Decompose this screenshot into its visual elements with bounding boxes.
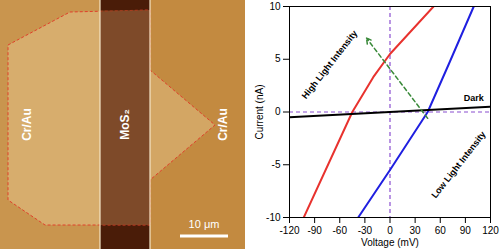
svg-text:30: 30 — [410, 225, 422, 236]
svg-text:High Light Intensity: High Light Intensity — [300, 28, 360, 100]
svg-text:-10: -10 — [266, 212, 281, 223]
svg-text:Current (nA): Current (nA) — [254, 84, 265, 139]
svg-text:-30: -30 — [358, 225, 373, 236]
svg-text:-90: -90 — [307, 225, 322, 236]
svg-text:0: 0 — [275, 106, 281, 117]
svg-text:MoS₂: MoS₂ — [118, 109, 132, 140]
svg-text:-5: -5 — [272, 159, 281, 170]
svg-text:60: 60 — [435, 225, 447, 236]
svg-text:0: 0 — [387, 225, 393, 236]
svg-text:10 μm: 10 μm — [189, 218, 220, 230]
svg-text:-120: -120 — [279, 225, 299, 236]
svg-text:Voltage (mV): Voltage (mV) — [361, 237, 419, 248]
svg-text:-60: -60 — [333, 225, 348, 236]
svg-text:10: 10 — [269, 1, 281, 12]
svg-text:5: 5 — [275, 53, 281, 64]
svg-text:120: 120 — [482, 225, 499, 236]
svg-text:Low Light Intensity: Low Light Intensity — [429, 129, 487, 200]
svg-text:90: 90 — [460, 225, 472, 236]
svg-text:Dark: Dark — [464, 93, 485, 103]
svg-text:Cr/Au: Cr/Au — [20, 108, 34, 141]
svg-text:Cr/Au: Cr/Au — [216, 108, 230, 141]
